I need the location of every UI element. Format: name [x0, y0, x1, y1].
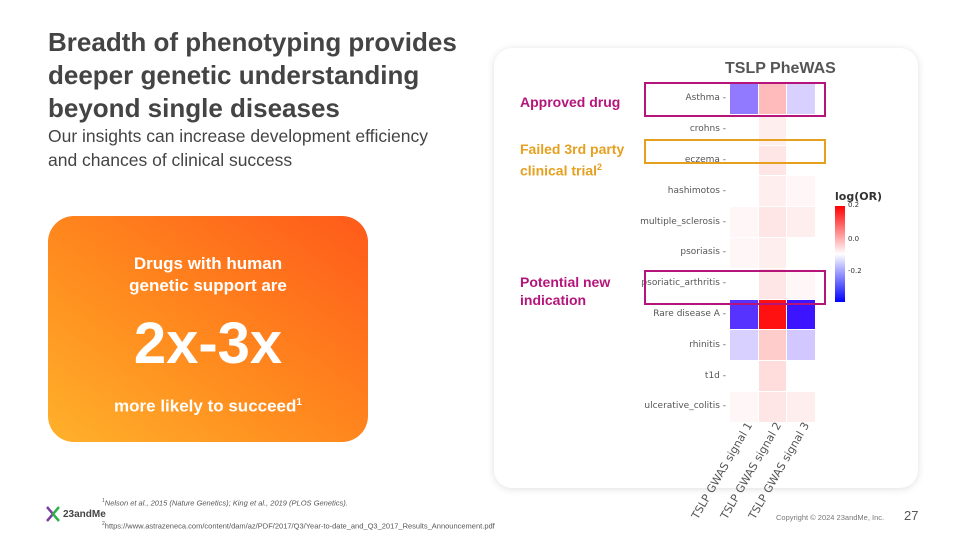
- heatmap-cell: [730, 176, 758, 207]
- heatmap-cell: [730, 84, 758, 114]
- footnote-2: 2https://www.astrazeneca.com/content/dam…: [102, 521, 495, 531]
- stat-card-footnote-marker: 1: [296, 397, 302, 408]
- footnote-1-text: Nelson et al., 2015 (Nature Genetics); K…: [104, 498, 348, 508]
- heatmap-cell: [787, 238, 815, 268]
- stat-card-value: 2x-3x: [133, 311, 283, 376]
- callout-failed-line2: clinical trial2: [520, 158, 624, 180]
- callout-approved-drug: Approved drug: [520, 94, 621, 110]
- stat-card-line1: Drugs with human: [133, 254, 283, 273]
- row-label: Asthma -: [685, 93, 726, 104]
- heatmap-cell: [758, 268, 786, 299]
- row-label: eczema -: [684, 155, 726, 165]
- row-label: hashimotos -: [667, 185, 726, 196]
- callout-failed-marker: 2: [597, 162, 603, 172]
- heatmap-cell: [758, 176, 786, 207]
- heatmap-cell: [758, 84, 786, 114]
- logo-mark-icon: [46, 506, 60, 522]
- row-label: rhinitis -: [689, 339, 726, 350]
- footnote-2-marker: 2: [102, 521, 105, 527]
- row-label: ulcerative_colitis -: [644, 401, 726, 412]
- footnote-1-marker: 1: [102, 498, 105, 504]
- slide-title: Breadth of phenotyping provides deeper g…: [48, 27, 457, 123]
- callout-failed-line1: Failed 3rd party: [520, 141, 625, 157]
- stat-card-line2: genetic support are: [129, 276, 287, 295]
- legend-tick-mid: 0.0: [848, 235, 860, 243]
- heatmap-cell: [758, 145, 786, 176]
- heatmap-cell: [787, 176, 815, 207]
- heatmap-cell: [730, 145, 758, 176]
- heatmap-cell: [758, 330, 786, 361]
- callout-potential-indication: Potential new indication: [520, 273, 610, 309]
- row-label: Rare disease A -: [653, 309, 726, 319]
- heatmap-cell: [787, 392, 815, 422]
- page-number: 27: [904, 508, 919, 523]
- highlight-box-approved: [644, 82, 826, 117]
- legend-title: log(OR): [835, 190, 883, 203]
- legend-color-bar: [835, 206, 845, 302]
- heatmap-cell: [787, 145, 815, 176]
- legend-tick-high: 0.2: [848, 201, 860, 209]
- legend-tick-low: -0.2: [848, 267, 862, 275]
- stat-card: Drugs with human genetic support are 2x-…: [48, 216, 368, 442]
- row-label: multiple_sclerosis -: [640, 216, 726, 227]
- heatmap-cell: [758, 207, 786, 237]
- callout-potential-line1: Potential new: [520, 274, 611, 290]
- callout-failed-line2-text: clinical trial: [520, 162, 598, 179]
- highlight-box-failed: [644, 139, 826, 164]
- heatmap-cell: [787, 268, 815, 299]
- stat-card-footer-text: more likely to succeed: [114, 396, 297, 416]
- heatmap-cell: [730, 361, 758, 391]
- company-logo: 23andMe: [46, 506, 106, 522]
- highlight-box-potential: [644, 270, 826, 305]
- logo-text: 23andMe: [63, 508, 106, 520]
- footnote-1: 1Nelson et al., 2015 (Nature Genetics); …: [102, 498, 348, 508]
- row-label: psoriatic_arthritis -: [641, 278, 726, 289]
- heatmap-cell: [730, 330, 758, 361]
- row-label: t1d -: [704, 370, 726, 381]
- slide-subtitle: Our insights can increase development ef…: [48, 126, 429, 170]
- row-label: psoriasis -: [680, 247, 726, 258]
- heatmap-cell: [787, 84, 815, 114]
- row-label: crohns -: [689, 124, 726, 135]
- heatmap-cell: [758, 238, 786, 268]
- heatmap-cell: [787, 207, 815, 237]
- heatmap-cell: [730, 392, 758, 422]
- heatmap-cell: [758, 361, 786, 391]
- heatmap-cell: [787, 361, 815, 391]
- heatmap-cell: [730, 238, 758, 268]
- copyright: Copyright © 2024 23andMe, Inc.: [776, 513, 885, 522]
- heatmap-cell: [787, 330, 815, 361]
- chart-title: TSLP PheWAS: [725, 60, 836, 77]
- callout-failed-trial: Failed 3rd party clinical trial2: [520, 140, 624, 180]
- heatmap-cell: [730, 207, 758, 237]
- heatmap-cell: [730, 268, 758, 299]
- phewas-panel: [494, 48, 918, 488]
- callout-potential-line2: indication: [520, 292, 587, 308]
- heatmap-cell: [758, 392, 786, 422]
- footnote-2-text: https://www.astrazeneca.com/content/dam/…: [104, 521, 495, 531]
- stat-card-footer: more likely to succeed1: [48, 392, 368, 418]
